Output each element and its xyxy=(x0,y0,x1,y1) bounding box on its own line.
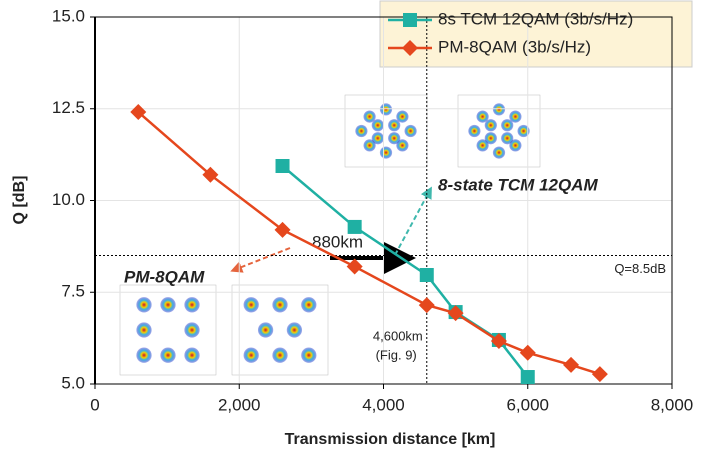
x-tick-label: 6,000 xyxy=(506,395,549,414)
inset-blob xyxy=(301,297,316,312)
chart: Transmission distance [km] Q [dB] 8-stat… xyxy=(0,0,705,455)
inset-blob xyxy=(184,348,199,363)
marker xyxy=(348,220,362,234)
y-tick-label: 7.5 xyxy=(61,282,85,301)
inset-blob xyxy=(404,125,416,137)
inset-blob xyxy=(258,322,273,337)
inset-blob xyxy=(136,348,151,363)
marker xyxy=(592,366,608,382)
y-tick-label: 10.0 xyxy=(52,190,85,209)
x-axis-title: Transmission distance [km] xyxy=(285,431,496,448)
distance-sublabel: (Fig. 9) xyxy=(376,347,417,362)
y-tick-label: 12.5 xyxy=(52,98,85,117)
inset-blob xyxy=(501,119,513,131)
inset-blob xyxy=(160,297,175,312)
tcm-arrow xyxy=(395,190,430,255)
inset-blob xyxy=(136,297,151,312)
inset-blob xyxy=(244,297,259,312)
inset-blob xyxy=(244,348,259,363)
distance-label: 4,600km xyxy=(373,328,423,343)
threshold-label: Q=8.5dB xyxy=(614,261,666,276)
inset-blob xyxy=(160,348,175,363)
legend-label: 8s TCM 12QAM (3b/s/Hz) xyxy=(438,9,633,28)
marker xyxy=(521,370,535,384)
inset-blob xyxy=(468,125,480,137)
x-tick-label: 2,000 xyxy=(218,395,261,414)
inset-blob xyxy=(501,132,513,144)
inset-blob xyxy=(184,322,199,337)
pm-arrow xyxy=(234,248,290,270)
x-tick-label: 8,000 xyxy=(651,395,694,414)
inset-blob xyxy=(380,146,392,158)
marker xyxy=(347,259,363,275)
marker xyxy=(276,159,290,173)
inset-blob xyxy=(136,322,151,337)
inset-blob xyxy=(372,119,384,131)
inset-blob xyxy=(355,125,367,137)
legend-label: PM-8QAM (3b/s/Hz) xyxy=(438,37,591,56)
y-axis-title: Q [dB] xyxy=(11,176,28,225)
inset-blob xyxy=(287,322,302,337)
y-tick-label: 15.0 xyxy=(52,6,85,25)
y-tick-label: 5.0 xyxy=(61,373,85,392)
tcm-annotation: 8-state TCM 12QAM xyxy=(438,175,598,194)
inset-blob xyxy=(493,103,505,115)
inset-blob xyxy=(388,132,400,144)
x-tick-label: 4,000 xyxy=(362,395,405,414)
inset-blob xyxy=(184,297,199,312)
inset-blob xyxy=(272,348,287,363)
inset-blob xyxy=(301,348,316,363)
inset-blob xyxy=(485,132,497,144)
inset-blob xyxy=(272,297,287,312)
marker xyxy=(520,345,536,361)
inset-blob xyxy=(380,103,392,115)
inset-blob xyxy=(372,132,384,144)
inset-blob xyxy=(493,146,505,158)
pm-annotation: PM-8QAM xyxy=(124,267,205,286)
marker xyxy=(563,357,579,373)
inset-blob xyxy=(388,119,400,131)
marker xyxy=(420,268,434,282)
marker xyxy=(403,13,417,27)
x-tick-label: 0 xyxy=(90,395,99,414)
inset-blob xyxy=(485,119,497,131)
marker xyxy=(419,297,435,313)
